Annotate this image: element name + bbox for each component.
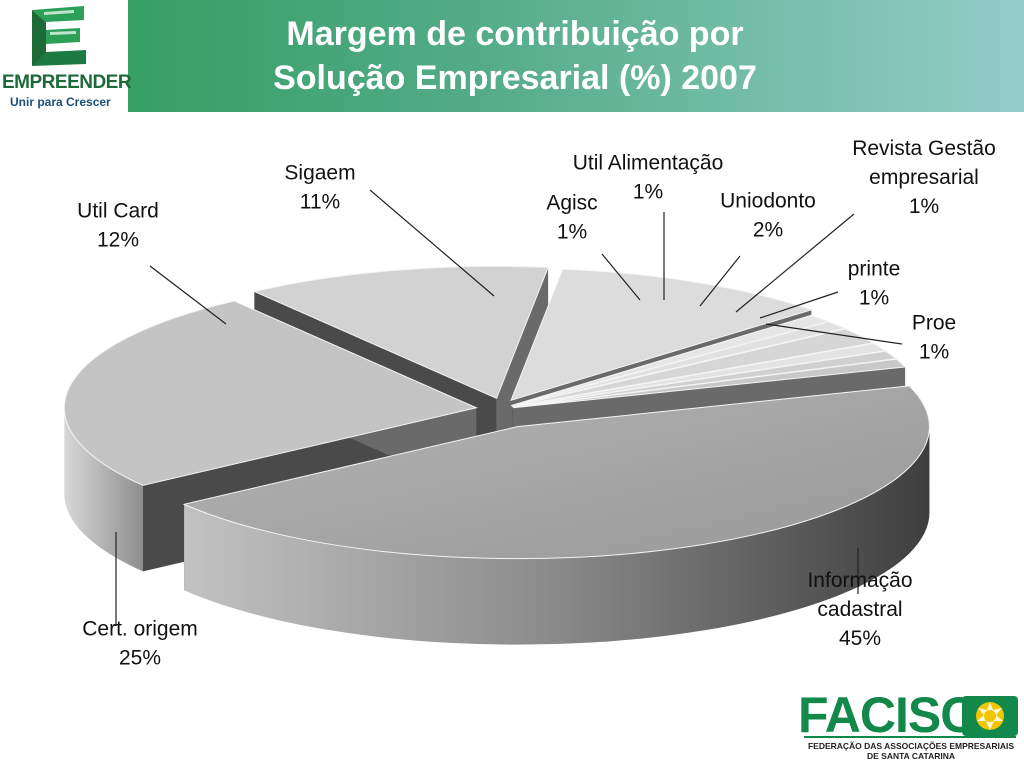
pie-slice-top-uniodonto (512, 328, 875, 407)
data-label-name: printe (848, 258, 901, 281)
data-label-name: Util Alimentação (573, 152, 724, 175)
data-label-name: Sigaem (284, 162, 355, 185)
data-label-value: 45% (839, 627, 881, 650)
data-label-value: 1% (859, 287, 889, 310)
pie-slice-top-informacao-cadastral (182, 385, 930, 560)
facisc-wordmark: FACISC (798, 687, 976, 743)
data-label-value: 2% (753, 219, 783, 242)
title-line-1: Margem de contribuição por (286, 15, 744, 53)
data-label-value: 25% (119, 647, 161, 670)
pie-slice-informacao-cadastral (182, 385, 930, 645)
data-label-value: 11% (300, 191, 340, 214)
data-label-sigaem: Sigaem 11% (284, 162, 355, 214)
data-label-cert-origem: Cert. origem 25% (82, 618, 198, 670)
data-label-value: 1% (633, 181, 663, 204)
data-label-name: Revista Gestão (852, 137, 996, 160)
pie-slice-top-util-alimentacao (511, 321, 847, 407)
data-label-uniodonto: Uniodonto 2% (720, 190, 816, 242)
page-title: Margem de contribuição por Solução Empre… (150, 12, 880, 100)
data-label-informacao-cadastral: Informação cadastral 45% (807, 569, 912, 650)
leader-line-uniodonto (699, 255, 741, 307)
data-label-name: Util Card (77, 200, 159, 223)
data-label-value: 1% (919, 341, 949, 364)
data-label-name: empresarial (869, 166, 979, 189)
pie-slice-top-sigaem (510, 268, 814, 401)
leader-line-util-card (149, 265, 227, 325)
pie-slice-side-informacao-cadastral (184, 426, 930, 645)
data-label-value: 1% (557, 221, 587, 244)
data-label-name: Cert. origem (82, 618, 198, 641)
leader-line-revista-gestao-empresarial (735, 213, 855, 313)
data-label-util-card: Util Card 12% (77, 200, 159, 252)
data-label-name: Agisc (546, 192, 597, 215)
leader-line-proe (765, 323, 903, 345)
pie-slice-top-cert-origem (63, 300, 478, 486)
title-banner: EMPREENDER Unir para Crescer Margem de c… (0, 0, 1024, 112)
data-label-name: Proe (912, 312, 956, 335)
data-labels: Informação cadastral 45% Cert. origem 25% Uti… (77, 137, 996, 670)
data-label-value: 12% (97, 229, 139, 252)
leader-line-agisc (601, 253, 641, 301)
title-line-2: Solução Empresarial (%) 2007 (273, 59, 757, 97)
leader-line-sigaem (369, 189, 495, 297)
data-label-name: Uniodonto (720, 190, 816, 213)
facisc-divider (804, 736, 1016, 738)
data-label-value: 1% (909, 195, 939, 218)
facisc-subtitle-line-2: DE SANTA CATARINA (867, 751, 955, 761)
data-label-name: cadastral (817, 598, 902, 621)
data-label-agisc: Agisc 1% (546, 192, 597, 244)
pie-slice-top-util-card (252, 265, 549, 399)
empreender-tagline: Unir para Crescer (10, 95, 111, 109)
facisc-emblem-icon (962, 696, 1018, 736)
empreender-wordmark: EMPREENDER (2, 72, 132, 93)
facisc-logo: FACISC FEDERAÇÃO DAS ASSOCIAÇÕES EMPRESA… (796, 687, 1020, 762)
pie-slices (63, 265, 930, 645)
data-label-name: Informação (807, 569, 912, 592)
data-label-util-alimentacao: Util Alimentação 1% (573, 152, 724, 204)
data-label-revista-gestao-empresarial: Revista Gestão empresarial 1% (852, 137, 996, 218)
leader-lines (115, 189, 903, 626)
data-label-proe: Proe 1% (912, 312, 956, 364)
leader-line-printe (759, 291, 839, 319)
facisc-subtitle-line-1: FEDERAÇÃO DAS ASSOCIAÇÕES EMPRESARIAIS (807, 741, 1015, 751)
pie-slice-top-proe (513, 358, 907, 409)
empreender-e-icon (32, 6, 86, 66)
data-label-printe: printe 1% (848, 258, 901, 310)
empreender-logo: EMPREENDER Unir para Crescer (0, 0, 132, 112)
